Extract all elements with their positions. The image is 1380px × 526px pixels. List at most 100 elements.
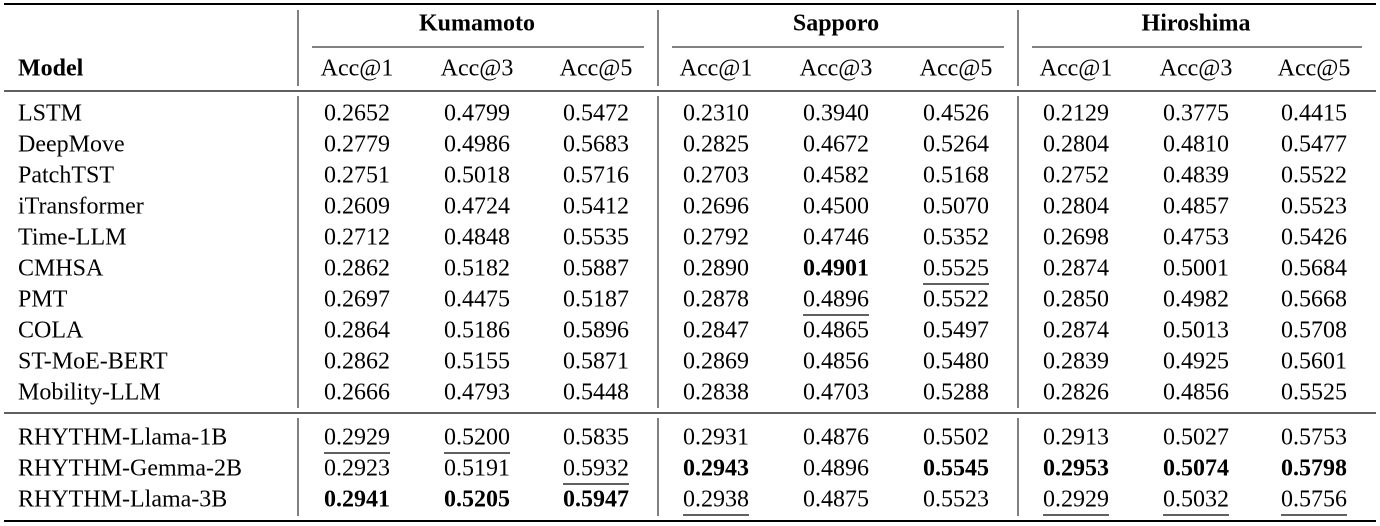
cell-value: 0.5182 <box>444 256 510 282</box>
metric-header: Acc@3 <box>441 56 514 82</box>
cell-value: 0.4746 <box>803 225 869 251</box>
cell-value: 0.2752 <box>1043 163 1109 189</box>
model-name: RHYTHM-Llama-3B <box>18 487 227 513</box>
cell-value: 0.2703 <box>683 163 749 189</box>
model-name: PMT <box>18 287 68 313</box>
cell-value: 0.5684 <box>1281 256 1347 282</box>
cell-value: 0.5545 <box>923 456 989 482</box>
model-name: Mobility-LLM <box>18 380 161 406</box>
cell-value: 0.5932 <box>563 456 629 482</box>
cell-value: 0.2698 <box>1043 225 1109 251</box>
cell-value: 0.5502 <box>923 425 989 451</box>
cell-value: 0.4793 <box>444 380 510 406</box>
cell-value: 0.5412 <box>563 194 629 220</box>
cell-value: 0.4865 <box>803 318 869 344</box>
cell-value: 0.5683 <box>563 132 629 158</box>
cell-value: 0.4875 <box>803 487 869 513</box>
cell-value: 0.5871 <box>563 349 629 375</box>
cell-value: 0.5013 <box>1163 318 1229 344</box>
cell-value: 0.2792 <box>683 225 749 251</box>
cell-value: 0.5191 <box>444 456 510 482</box>
cell-value: 0.2696 <box>683 194 749 220</box>
cell-value: 0.4982 <box>1163 287 1229 313</box>
model-name: ST-MoE-BERT <box>18 349 168 375</box>
model-name: COLA <box>18 318 84 344</box>
cell-value: 0.2913 <box>1043 425 1109 451</box>
cell-value: 0.2652 <box>324 101 390 127</box>
cell-value: 0.5523 <box>1281 194 1347 220</box>
metric-header: Acc@1 <box>680 56 753 82</box>
cell-value: 0.5168 <box>923 163 989 189</box>
group-header: Kumamoto <box>419 11 535 37</box>
cell-value: 0.4526 <box>923 101 989 127</box>
cell-value: 0.5426 <box>1281 225 1347 251</box>
cell-value: 0.2953 <box>1043 456 1109 482</box>
cell-value: 0.2839 <box>1043 349 1109 375</box>
cell-value: 0.5352 <box>923 225 989 251</box>
cell-value: 0.4896 <box>803 456 869 482</box>
cell-value: 0.5525 <box>1281 380 1347 406</box>
cell-value: 0.2129 <box>1043 101 1109 127</box>
cell-value: 0.3940 <box>803 101 869 127</box>
cell-value: 0.2862 <box>324 256 390 282</box>
cell-value: 0.5027 <box>1163 425 1229 451</box>
cell-value: 0.5887 <box>563 256 629 282</box>
metric-header: Acc@1 <box>1040 56 1113 82</box>
cell-value: 0.2869 <box>683 349 749 375</box>
cell-value: 0.5522 <box>923 287 989 313</box>
metric-header: Acc@5 <box>920 56 993 82</box>
cell-value: 0.5155 <box>444 349 510 375</box>
cell-value: 0.2697 <box>324 287 390 313</box>
model-header: Model <box>18 56 84 82</box>
group-header: Sapporo <box>793 11 879 37</box>
cell-value: 0.5186 <box>444 318 510 344</box>
cell-value: 0.2804 <box>1043 194 1109 220</box>
cell-value: 0.2929 <box>324 425 390 451</box>
cell-value: 0.2751 <box>324 163 390 189</box>
cell-value: 0.5522 <box>1281 163 1347 189</box>
cell-value: 0.4500 <box>803 194 869 220</box>
cell-value: 0.5497 <box>923 318 989 344</box>
cell-value: 0.4856 <box>1163 380 1229 406</box>
cell-value: 0.5472 <box>563 101 629 127</box>
cell-value: 0.5798 <box>1281 456 1347 482</box>
cell-value: 0.4839 <box>1163 163 1229 189</box>
model-name: RHYTHM-Llama-1B <box>18 425 227 451</box>
cell-value: 0.2666 <box>324 380 390 406</box>
cell-value: 0.5264 <box>923 132 989 158</box>
model-name: CMHSA <box>18 256 104 282</box>
cell-value: 0.2609 <box>324 194 390 220</box>
cell-value: 0.2864 <box>324 318 390 344</box>
cell-value: 0.4896 <box>803 287 869 313</box>
model-name: RHYTHM-Gemma-2B <box>18 456 242 482</box>
model-name: iTransformer <box>18 194 144 220</box>
cell-value: 0.2890 <box>683 256 749 282</box>
cell-value: 0.5018 <box>444 163 510 189</box>
cell-value: 0.3775 <box>1163 101 1229 127</box>
cell-value: 0.4724 <box>444 194 510 220</box>
cell-value: 0.2878 <box>683 287 749 313</box>
cell-value: 0.2825 <box>683 132 749 158</box>
cell-value: 0.5753 <box>1281 425 1347 451</box>
cell-value: 0.2929 <box>1043 487 1109 513</box>
cell-value: 0.5477 <box>1281 132 1347 158</box>
cell-value: 0.5716 <box>563 163 629 189</box>
cell-value: 0.5448 <box>563 380 629 406</box>
cell-value: 0.4582 <box>803 163 869 189</box>
cell-value: 0.4876 <box>803 425 869 451</box>
model-name: LSTM <box>18 101 82 127</box>
cell-value: 0.5288 <box>923 380 989 406</box>
cell-value: 0.5032 <box>1163 487 1229 513</box>
cell-value: 0.2874 <box>1043 256 1109 282</box>
cell-value: 0.5200 <box>444 425 510 451</box>
cell-value: 0.4703 <box>803 380 869 406</box>
cell-value: 0.4810 <box>1163 132 1229 158</box>
cell-value: 0.5480 <box>923 349 989 375</box>
cell-value: 0.5947 <box>563 487 629 513</box>
cell-value: 0.4799 <box>444 101 510 127</box>
cell-value: 0.5205 <box>444 487 510 513</box>
cell-value: 0.4901 <box>803 256 869 282</box>
cell-value: 0.4925 <box>1163 349 1229 375</box>
group-header: Hiroshima <box>1142 11 1251 37</box>
column-separators <box>297 10 1019 516</box>
